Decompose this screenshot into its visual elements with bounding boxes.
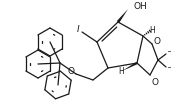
Polygon shape: [122, 62, 138, 71]
Text: O: O: [151, 78, 158, 87]
Text: H: H: [118, 67, 124, 76]
Text: ─: ─: [167, 66, 170, 71]
Text: H: H: [149, 26, 155, 35]
Polygon shape: [117, 9, 128, 23]
Text: O: O: [153, 37, 160, 46]
Text: I: I: [76, 25, 79, 34]
Text: O: O: [67, 66, 74, 75]
Text: ─: ─: [167, 50, 170, 55]
Text: OH: OH: [133, 2, 147, 11]
